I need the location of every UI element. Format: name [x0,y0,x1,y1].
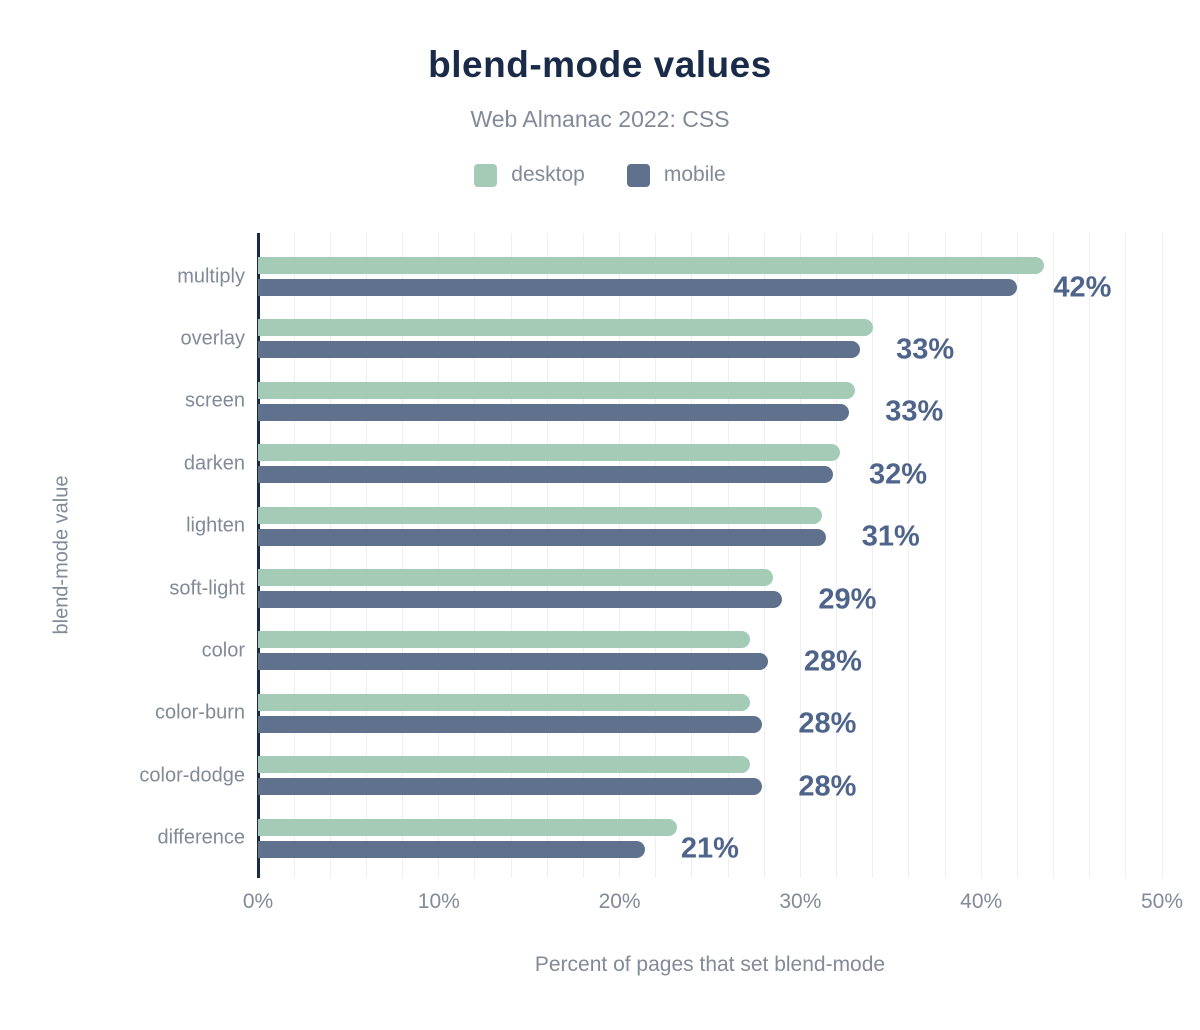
gridline [908,233,910,878]
legend-item-desktop: desktop [474,163,585,187]
x-axis-title: Percent of pages that set blend-mode [534,953,886,976]
category-label: multiply [177,265,245,287]
mobile-series-swatch-icon [626,163,650,187]
value-label: 28% [798,707,857,740]
category-label: screen [184,389,245,412]
bar-mobile [258,341,861,359]
desktop-series-swatch-icon [474,163,498,187]
chart-title: blend-mode values [428,44,772,85]
bar-mobile [258,279,1018,296]
gridline [727,233,729,878]
value-label: 33% [896,333,955,366]
gridline [546,233,548,878]
gridline [438,233,440,878]
x-tick-label: 50% [1140,890,1184,913]
gridline [1161,233,1163,878]
bar-mobile [258,840,645,858]
gridline [402,233,404,878]
value-label: 29% [818,583,877,615]
x-tick-label: 40% [960,890,1003,913]
legend-item-mobile: mobile [626,163,726,187]
gridline [293,233,295,878]
gridline [655,233,657,878]
category-label: difference [157,826,245,849]
bar-desktop [258,319,873,337]
bar-desktop [258,381,855,399]
x-tick-label: 30% [779,890,822,913]
gridline [582,233,584,878]
gridline [365,233,367,878]
category-label: overlay [180,327,245,350]
category-label: color-dodge [139,764,245,787]
bar-desktop [258,444,841,462]
chart-subtitle: Web Almanac 2022: CSS [470,106,730,132]
bar-mobile [258,528,826,546]
gridline [872,233,874,878]
legend: desktop mobile [0,163,1200,187]
bar-mobile [258,591,783,608]
bar-desktop [258,693,750,711]
category-label: color [201,639,245,662]
bar-desktop [258,506,823,524]
gridline [619,233,621,878]
value-label: 21% [680,832,739,865]
x-tick-label: 20% [598,890,641,913]
bar-mobile [258,653,768,671]
bar-desktop [258,257,1045,274]
value-label: 28% [798,770,857,803]
gridline [510,233,512,878]
category-label: lighten [186,514,245,537]
gridline [691,233,693,878]
bar-mobile [258,403,850,421]
value-label: 31% [861,520,920,553]
gridline [329,233,331,878]
value-label: 32% [868,458,927,491]
gridline [980,233,982,878]
bar-desktop [258,818,678,836]
category-label: soft-light [169,577,245,599]
gridline [836,233,838,878]
gridline [763,233,765,878]
y-axis-line [256,233,260,878]
legend-label-desktop: desktop [511,163,585,186]
bar-desktop [258,631,750,649]
bar-desktop [258,569,774,586]
category-label: color-burn [154,701,245,724]
bar-mobile [258,778,763,796]
bar-mobile [258,466,833,484]
bar-desktop [258,756,750,774]
gridline [944,233,946,878]
x-tick-label: 10% [417,890,460,913]
y-axis-title: blend-mode value [50,475,73,635]
gridline [1053,233,1055,878]
category-label: darken [183,452,245,475]
value-label: 33% [885,395,944,428]
value-label: 42% [1053,271,1112,303]
value-label: 28% [803,645,862,678]
gridline [1016,233,1018,878]
gridline [1125,233,1127,878]
gridline [1089,233,1091,878]
x-tick-label: 0% [242,890,274,913]
gridline [799,233,801,878]
legend-label-mobile: mobile [663,163,726,186]
bar-mobile [258,715,763,733]
gridline [474,233,476,878]
